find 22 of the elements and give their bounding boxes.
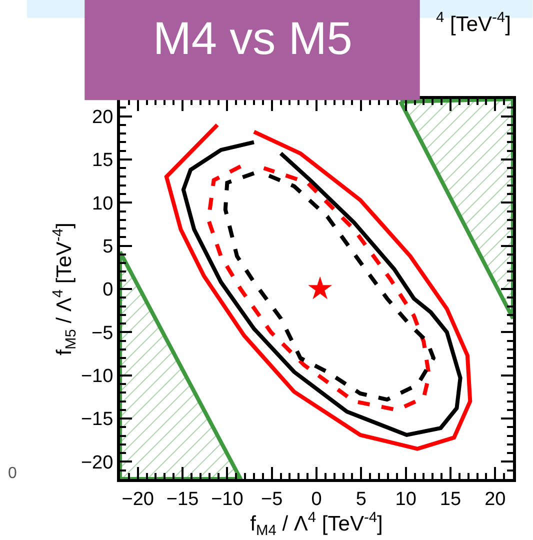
x-axis-title: f$_{M4}$ / Λ$^{4}$ [TeV$^{-4}$] bbox=[250, 510, 383, 540]
y-tick-label: 5 bbox=[102, 236, 114, 258]
x-tick-label: −15 bbox=[166, 488, 199, 510]
y-tick-label: 15 bbox=[92, 150, 114, 172]
x-tick-label: 20 bbox=[484, 488, 506, 510]
text: $^{4}$ [TeV$^{-4}$] bbox=[436, 10, 511, 36]
x-tick-label: −10 bbox=[211, 488, 244, 510]
text: 0 bbox=[8, 465, 17, 482]
x-tick-label: 10 bbox=[395, 488, 416, 510]
y-tick-label: −5 bbox=[92, 322, 114, 344]
y-tick-label: 10 bbox=[92, 193, 114, 214]
x-tick-label: 5 bbox=[356, 488, 366, 510]
y-tick-label: 20 bbox=[92, 106, 114, 128]
y-tick-label: 0 bbox=[102, 280, 114, 301]
x-tick-label: 15 bbox=[440, 488, 462, 510]
x-tick-label: −20 bbox=[122, 488, 154, 510]
x-tick-label: 0 bbox=[311, 488, 322, 510]
x-tick-label: −5 bbox=[261, 488, 283, 510]
y-tick-label: −20 bbox=[80, 452, 114, 474]
y-tick-label: −10 bbox=[80, 366, 114, 388]
y-tick-label: −15 bbox=[80, 409, 114, 430]
chart-title: M4 vs M5 bbox=[153, 12, 352, 64]
